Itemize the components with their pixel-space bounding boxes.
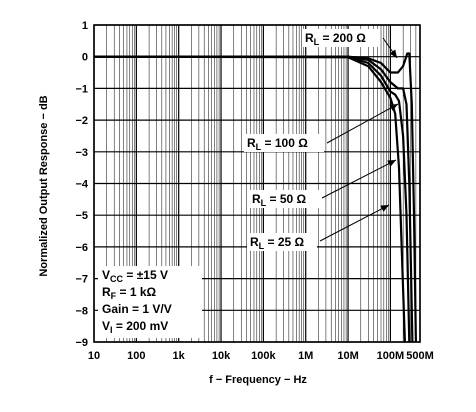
annotation-leader <box>319 204 390 242</box>
conditions-bg <box>98 266 202 338</box>
x-tick-label: 10k <box>212 350 231 362</box>
y-tick-labels: 1 0 −1 −2 −3 −4 −5 −6 −7 −8 −9 <box>75 20 88 349</box>
annotation-arrowhead <box>380 205 389 212</box>
annotation-3: RL = 50 Ω <box>249 159 397 208</box>
x-tick-label: 1M <box>298 350 313 362</box>
y-tick-label: −3 <box>75 147 88 159</box>
series-line-2 <box>94 55 414 343</box>
annotation-2: RL = 100 Ω <box>244 103 399 152</box>
annotation-bg <box>302 29 380 47</box>
y-tick-label: −6 <box>75 242 88 254</box>
annotation-arrowhead <box>389 104 398 111</box>
x-tick-label: 10M <box>337 350 358 362</box>
series-lines <box>93 52 417 343</box>
y-tick-label: −2 <box>75 115 88 127</box>
annotation-arrowhead <box>389 49 397 58</box>
series-line-1 <box>94 52 417 343</box>
y-tick-label: 0 <box>82 52 88 64</box>
condition-line: RF = 1 kΩ <box>102 285 157 301</box>
y-tick-label: −5 <box>75 210 88 222</box>
annotation-text: RL = 200 Ω <box>305 31 366 47</box>
x-tick-label: 100 <box>127 350 145 362</box>
annotation-text: RL = 100 Ω <box>247 136 308 152</box>
y-tick-label: −1 <box>75 83 88 95</box>
series-line-3 <box>94 55 411 343</box>
curve-annotations: RL = 200 Ω RL = 100 Ω RL = 50 Ω RL = 25 Ω <box>244 29 399 251</box>
annotation-1: RL = 200 Ω <box>302 29 398 59</box>
y-tick-label: 1 <box>82 20 88 32</box>
x-tick-label: 500M <box>406 350 434 362</box>
annotation-leader <box>326 103 399 144</box>
annotation-bg <box>247 233 317 251</box>
annotation-leader <box>321 159 397 199</box>
x-tick-labels: 10 100 1k 10k 100k 1M 10M 100M 500M <box>88 350 434 362</box>
condition-line: Gain = 1 V/V <box>102 302 172 316</box>
x-tick-label: 10 <box>88 350 100 362</box>
annotation-bg <box>249 190 319 208</box>
plot-frame <box>93 24 421 343</box>
condition-line: VCC = ±15 V <box>102 268 168 284</box>
y-tick-label: −7 <box>75 274 88 286</box>
annotation-text: RL = 50 Ω <box>252 192 307 208</box>
series-line-4 <box>93 55 406 343</box>
annotation-arrowhead <box>387 160 396 167</box>
y-tick-label: −8 <box>75 305 88 317</box>
y-axis-label: Normalized Output Response − dB <box>38 95 50 276</box>
annotation-bg <box>244 134 324 152</box>
x-tick-label: 100k <box>251 350 276 362</box>
condition-line: VI = 200 mV <box>102 319 168 335</box>
x-axis-label: f − Frequency − Hz <box>209 374 307 386</box>
y-tick-label: −4 <box>75 179 88 191</box>
annotation-text: RL = 25 Ω <box>250 235 305 251</box>
x-tick-label: 1k <box>173 350 186 362</box>
y-tick-label: −9 <box>75 337 88 349</box>
x-tick-label: 100M <box>377 350 405 362</box>
annotation-4: RL = 25 Ω <box>247 204 390 251</box>
